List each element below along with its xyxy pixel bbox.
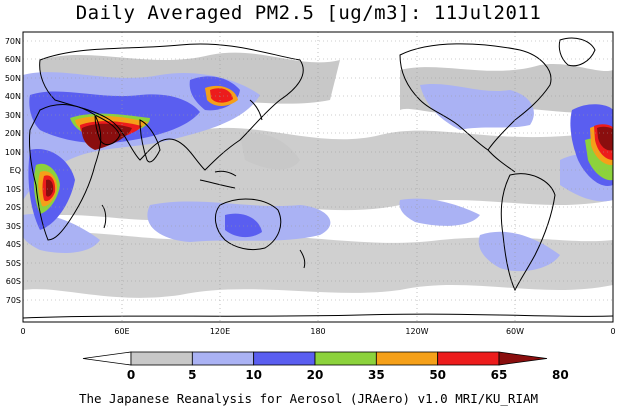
- lat-label: 60S: [6, 277, 21, 286]
- colorbar-level-label: 5: [188, 368, 196, 382]
- lat-label: 50N: [5, 74, 21, 83]
- lon-label: 120E: [210, 327, 230, 336]
- lat-label: 40N: [5, 92, 21, 101]
- footer-caption: The Japanese Reanalysis for Aerosol (JRA…: [78, 391, 539, 406]
- lat-label: EQ: [10, 166, 21, 175]
- lon-label: 60E: [114, 327, 129, 336]
- lat-label: 40S: [6, 240, 21, 249]
- lat-label: 20N: [5, 129, 21, 138]
- lon-label: 120W: [405, 327, 428, 336]
- lat-label: 60N: [5, 55, 21, 64]
- graticule: [23, 32, 613, 322]
- colorbar-swatch: [375, 351, 439, 366]
- colorbar-swatch: [253, 351, 316, 366]
- lon-label: 0: [610, 327, 615, 336]
- colorbar: 0 5 10 20 35 50 65 80: [82, 351, 569, 382]
- colorbar-level-label: 65: [491, 368, 508, 382]
- colorbar-level-label: 10: [245, 368, 262, 382]
- lon-label: 180: [310, 327, 325, 336]
- colorbar-level-label: 0: [127, 368, 135, 382]
- pm25-map: 70N 60N 50N 40N 30N 20N 10N EQ 10S 20S 3…: [5, 31, 616, 382]
- colorbar-level-label: 50: [429, 368, 446, 382]
- colorbar-swatch: [498, 351, 548, 366]
- lat-label: 10N: [5, 148, 21, 157]
- coastlines: [23, 37, 613, 319]
- colorbar-swatch: [82, 351, 132, 366]
- latitude-labels: 70N 60N 50N 40N 30N 20N 10N EQ 10S 20S 3…: [5, 37, 21, 305]
- lat-label: 20S: [6, 203, 21, 212]
- lon-label: 60W: [506, 327, 524, 336]
- lat-label: 30N: [5, 111, 21, 120]
- map-title: Daily Averaged PM2.5 [ug/m3]: 11Jul2011: [75, 2, 542, 24]
- lat-label: 70S: [6, 296, 21, 305]
- longitude-labels: 0 60E 120E 180 120W 60W 0: [20, 327, 615, 336]
- colorbar-level-label: 20: [307, 368, 324, 382]
- pm25-field: [23, 32, 613, 322]
- lat-label: 50S: [6, 259, 21, 268]
- lon-label: 0: [20, 327, 25, 336]
- colorbar-level-label: 80: [552, 368, 569, 382]
- map-border: [22, 31, 614, 323]
- lat-label: 10S: [6, 185, 21, 194]
- colorbar-swatch: [314, 351, 377, 366]
- level-over-80-areas: [46, 123, 613, 197]
- colorbar-swatch: [130, 351, 193, 366]
- lat-label: 30S: [6, 222, 21, 231]
- lat-label: 70N: [5, 37, 21, 46]
- colorbar-swatch: [437, 351, 500, 366]
- colorbar-swatch: [191, 351, 255, 366]
- colorbar-level-label: 35: [368, 368, 385, 382]
